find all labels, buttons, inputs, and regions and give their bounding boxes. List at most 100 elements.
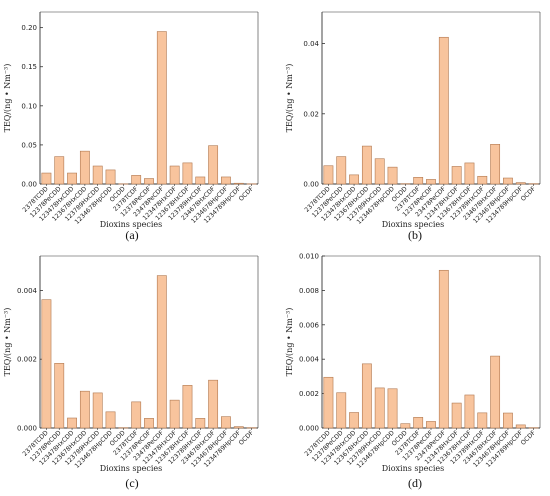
x-axis-title: Dioxins species (382, 464, 445, 473)
bar-1234678HpCDD (105, 411, 116, 429)
bar-123789HxCDF (195, 418, 206, 429)
y-tick-label: 0.00 (303, 181, 319, 189)
chart-panel-a: 0.00 0.05 0.10 0.15 0.20 TEQ/(ng • Nm⁻³) 2378T… (0, 0, 275, 242)
bar-234678HxCDF (490, 144, 501, 185)
y-tick-label: 0.008 (299, 287, 319, 295)
bar-123678HxCDF (464, 162, 475, 185)
y-tick-label: 0.000 (17, 425, 37, 433)
bar-23478PeCDF (438, 36, 449, 185)
y-tick-label: 0.00 (21, 181, 37, 189)
chart-panel-b: 0.00 0.02 0.04 TEQ/(ng • Nm⁻³) 2378TCDD 12378… (275, 0, 550, 242)
bar-12378PeCDD (54, 156, 65, 185)
bar-1234678HpCDD (105, 169, 116, 185)
bar-2378TCDD (323, 165, 334, 185)
bar-234678HxCDF (208, 379, 219, 429)
bar-1234678HpCDF (503, 177, 513, 185)
bar-1234678HpCDF (503, 412, 513, 429)
bar-123678HxCDF (182, 385, 193, 429)
bar-123789HxCDD (374, 387, 385, 429)
bar-123789HxCDF (195, 176, 206, 185)
bar-123789HxCDF (477, 412, 488, 429)
bar-123678HxCDD (79, 390, 90, 429)
bar-1234789HpCDF (515, 182, 526, 185)
bar-23478PeCDF (156, 275, 167, 429)
bar-123478HxCDF (451, 402, 462, 429)
bar-123478HxCDF (451, 166, 462, 185)
y-axis-title: TEQ/(ng • Nm⁻³) (3, 308, 12, 377)
bar-123678HxCDD (361, 363, 372, 429)
y-tick-label: 0.20 (21, 24, 37, 32)
bar-1234678HpCDD (387, 388, 398, 429)
bar-123478HxCDD (67, 172, 77, 185)
y-axis-title: TEQ/(ng • Nm⁻³) (3, 64, 12, 133)
y-tick-label: 0.04 (303, 40, 319, 48)
bar-12378PeCDF (426, 421, 436, 429)
y-tick-label: 0.002 (17, 356, 37, 364)
panel-label-b: (b) (408, 228, 422, 242)
bar-1234678HpCDF (221, 176, 231, 185)
bar-123789HxCDD (374, 158, 385, 185)
y-tick-label: 0.010 (299, 253, 319, 261)
bar-1234789HpCDF (233, 426, 244, 429)
y-axis-title: TEQ/(ng • Nm⁻³) (285, 308, 294, 377)
panel-label-d: (d) (408, 476, 422, 490)
chart-panel-d: 0.000 0.002 0.004 0.006 0.008 0.010 TEQ/(ng • … (275, 248, 550, 490)
bar-12378PeCDD (336, 392, 347, 429)
x-axis-title: Dioxins species (382, 220, 445, 229)
x-category-label: OCDF (520, 429, 538, 447)
bar-1234789HpCDF (233, 182, 244, 185)
y-tick-label: 0.15 (21, 63, 37, 71)
panel-label-a: (a) (125, 228, 139, 242)
bar-123478HxCDF (169, 165, 180, 185)
bar-123678HxCDF (182, 162, 193, 185)
bar-2378TCDF (131, 175, 142, 185)
y-axis-title: TEQ/(ng • Nm⁻³) (285, 64, 294, 133)
bar-2378TCDD (41, 172, 52, 185)
bar-1234789HpCDF (515, 424, 526, 429)
chart-panel-c: 0.000 0.002 0.004 TEQ/(ng • Nm⁻³) 2378TCDD 12… (0, 248, 275, 490)
x-axis-title: Dioxins species (100, 220, 163, 229)
bar-123678HxCDD (79, 150, 90, 185)
bar-2378TCDF (131, 401, 142, 429)
bar-2378TCDD (41, 299, 52, 429)
x-axis-title: Dioxins species (100, 464, 163, 473)
bar-123478HxCDD (67, 417, 77, 429)
bar-12378PeCDD (336, 156, 347, 185)
bar-OCDD (400, 423, 411, 429)
y-tick-label: 0.004 (17, 287, 38, 295)
bar-12378PeCDF (426, 179, 436, 185)
bar-123478HxCDF (169, 399, 180, 429)
y-tick-label: 0.006 (299, 321, 320, 329)
y-tick-label: 0.02 (303, 110, 319, 118)
bar-1234678HpCDF (221, 416, 231, 429)
x-category-label: OCDF (520, 185, 538, 203)
bar-2378TCDF (413, 417, 424, 429)
bar-12378PeCDF (144, 418, 154, 429)
bar-2378TCDD (323, 376, 334, 429)
bar-234678HxCDF (208, 145, 219, 185)
y-tick-label: 0.002 (299, 390, 319, 398)
bar-123478HxCDD (349, 412, 359, 429)
y-tick-label: 0.05 (21, 141, 37, 149)
x-category-label: OCDF (238, 185, 256, 203)
y-tick-label: 0.004 (299, 356, 320, 364)
bar-12378PeCDD (54, 363, 65, 429)
bar-2378TCDF (413, 177, 424, 185)
bar-123789HxCDD (92, 392, 103, 429)
bar-234678HxCDF (490, 355, 501, 429)
bar-23478PeCDF (156, 31, 167, 185)
y-tick-label: 0.10 (21, 102, 37, 110)
bar-1234678HpCDD (387, 166, 398, 185)
bar-123789HxCDD (92, 165, 103, 185)
y-tick-label: 0.000 (299, 425, 319, 433)
bar-123789HxCDF (477, 175, 488, 185)
bar-123678HxCDD (361, 145, 372, 185)
chart-d-svg: 0.000 0.002 0.004 0.006 0.008 0.010 TEQ/(ng • … (285, 253, 541, 473)
bar-23478PeCDF (438, 269, 449, 429)
bar-123678HxCDF (464, 394, 475, 429)
x-category-label: OCDF (238, 429, 256, 447)
panel-label-c: (c) (125, 476, 139, 490)
